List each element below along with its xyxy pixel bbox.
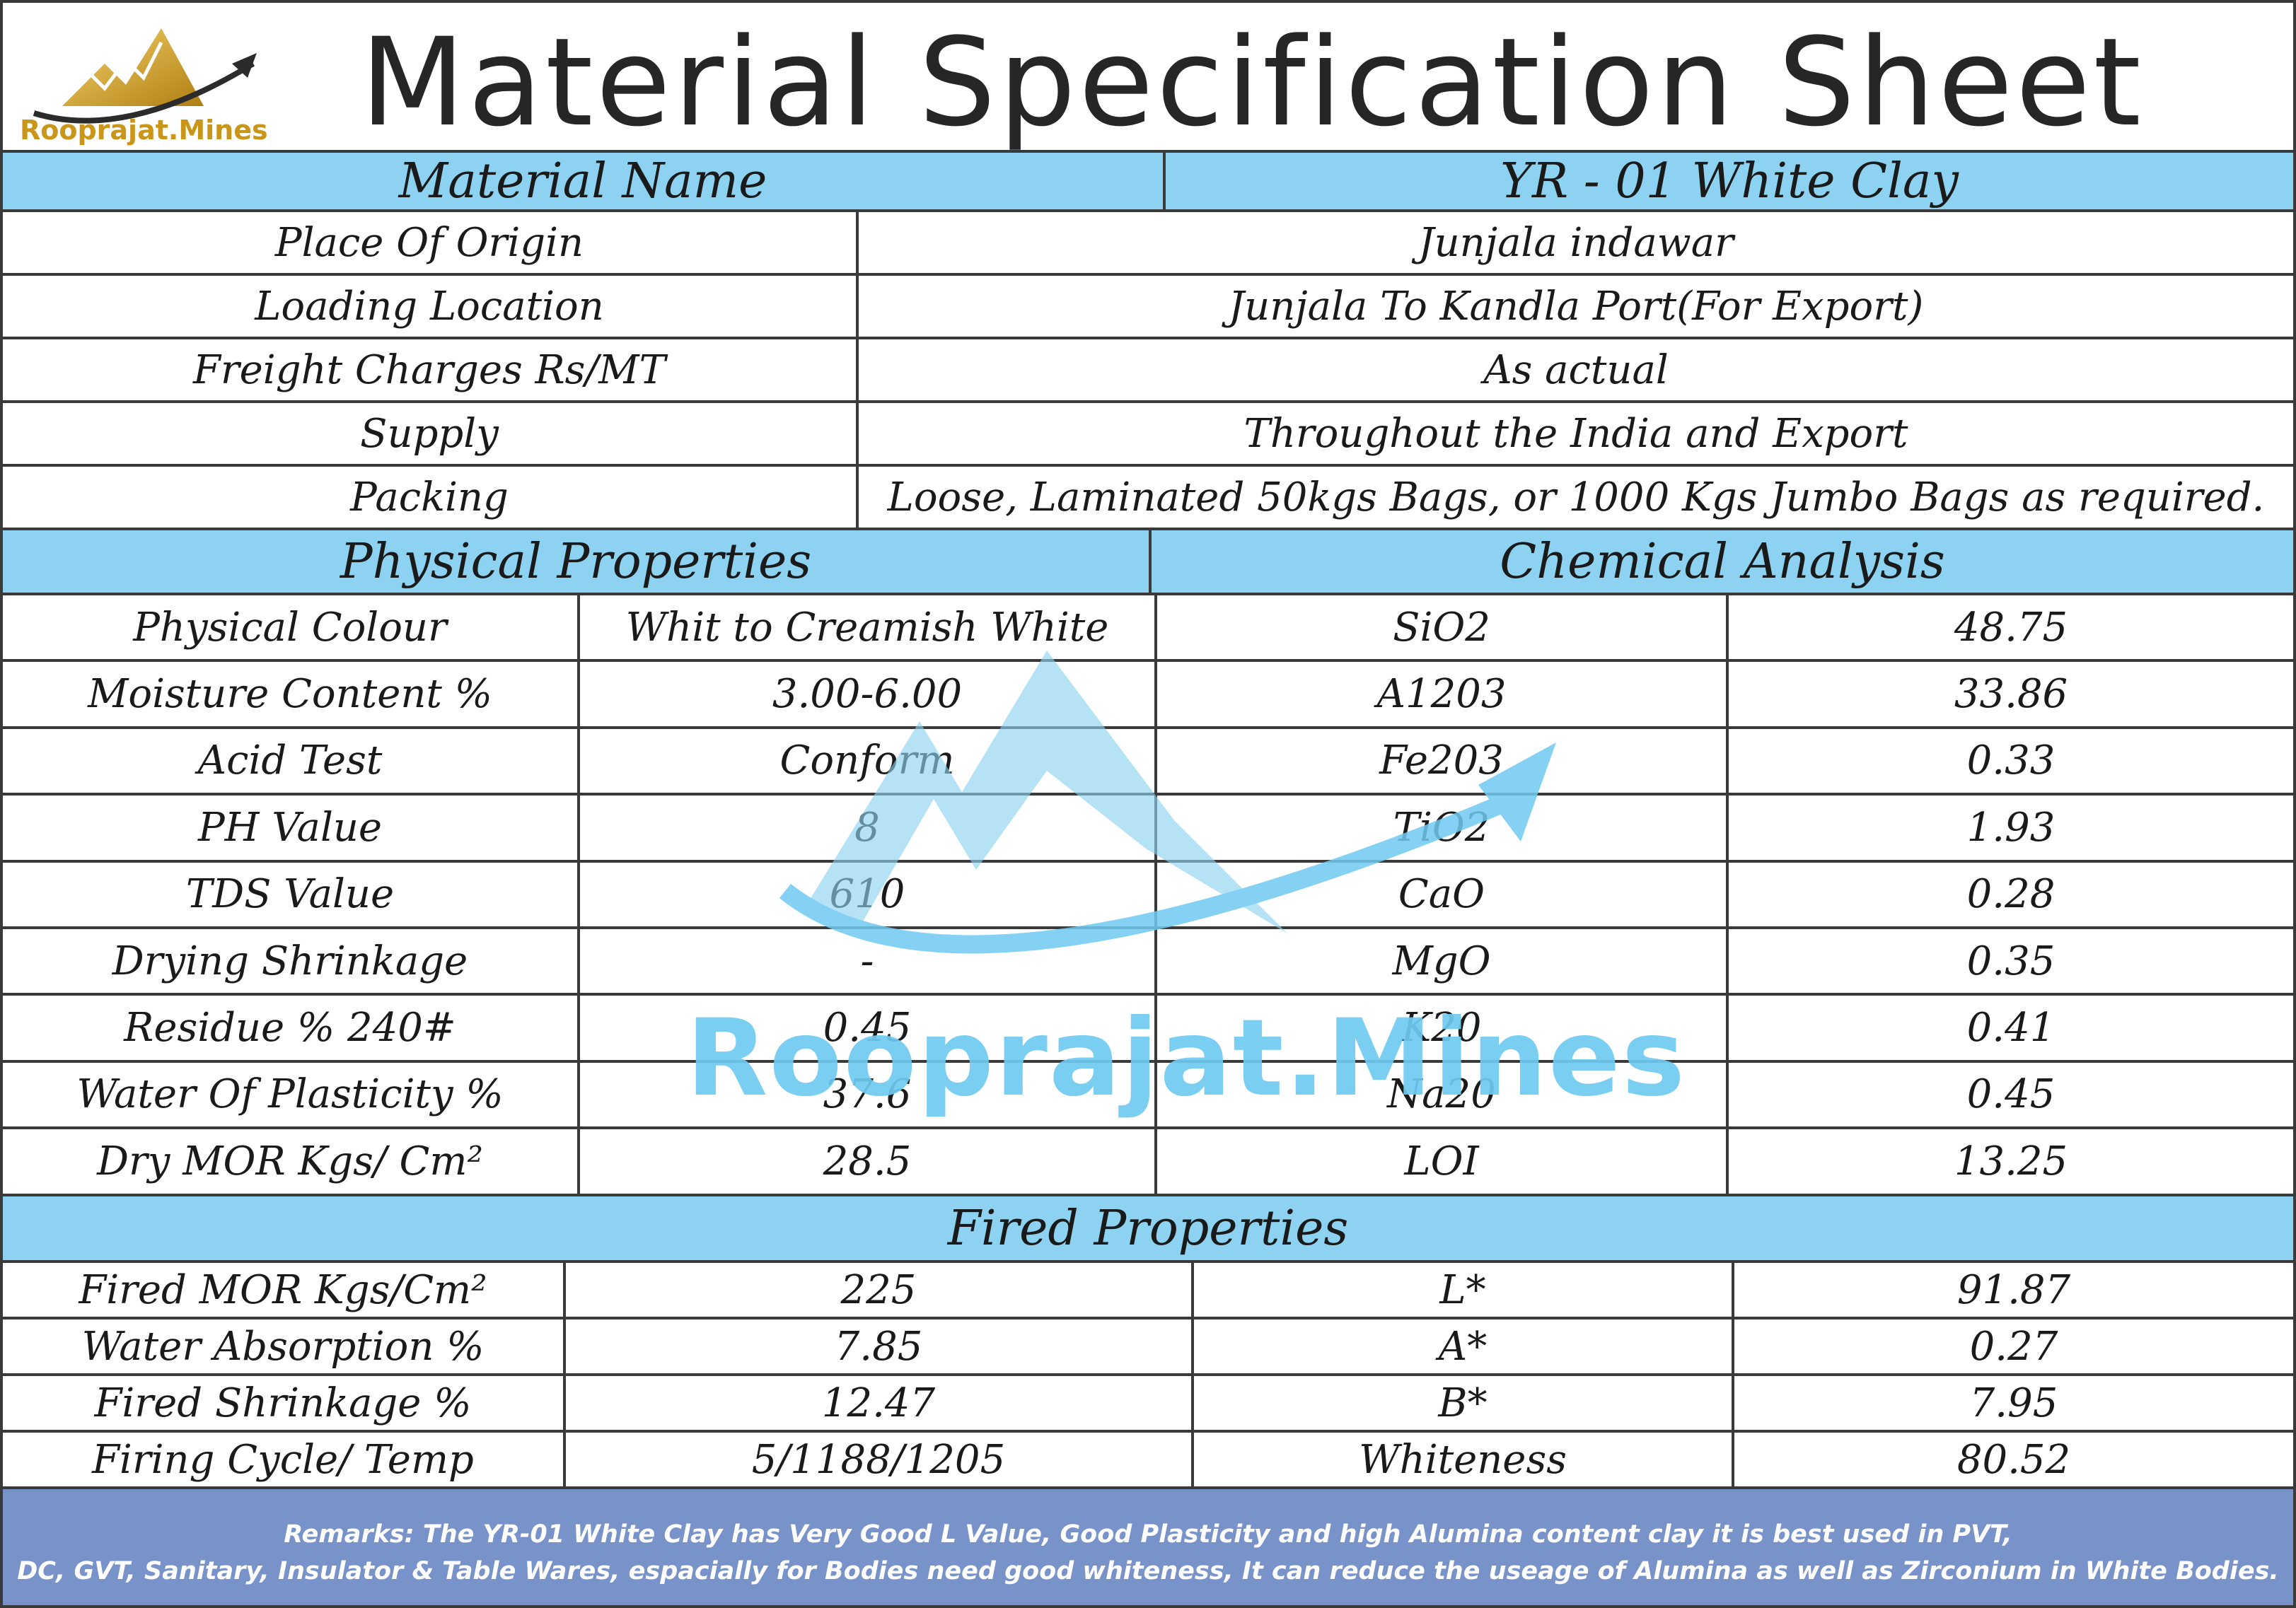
physical-properties-heading: Physical Properties: [340, 533, 812, 590]
chemical-compound-label: TiO2: [1154, 796, 1726, 860]
mountain-logo-icon: [33, 28, 257, 124]
fired-property-label: Firing Cycle/ Temp: [92, 1436, 474, 1483]
fired-property-value: 5/1188/1205: [563, 1433, 1191, 1486]
physical-property-label: Moisture Content %: [88, 671, 492, 718]
chemical-compound-value: 33.86: [1726, 662, 2293, 726]
physical-property-value: 37.6: [577, 1062, 1154, 1127]
info-value: Junjala To Kandla Port(For Export): [856, 276, 2293, 337]
chemical-compound-label: MgO: [1154, 929, 1726, 994]
chemical-compound-value: 1.93: [1726, 796, 2293, 860]
info-label: Supply: [360, 410, 499, 457]
fired-property-label: Fired MOR Kgs/Cm²: [79, 1266, 487, 1313]
chemical-compound-value: 0.45: [1726, 1062, 2293, 1127]
fired-property-label: Water Absorption %: [81, 1323, 485, 1370]
fired-color-value: 80.52: [1732, 1433, 2293, 1486]
chemical-compound-label: SiO2: [1154, 595, 1726, 660]
info-label: Packing: [350, 474, 509, 520]
info-value: Throughout the India and Export: [856, 403, 2293, 464]
remarks-line-1: Remarks: The YR-01 White Clay has Very G…: [284, 1520, 2012, 1549]
chemical-compound-label: A1203: [1154, 662, 1726, 726]
chemical-compound-value: 48.75: [1726, 595, 2293, 660]
fired-property-value: 7.85: [563, 1319, 1191, 1373]
info-row: Place Of Origin Junjala indawar: [3, 212, 2293, 276]
chemical-compound-value: 0.41: [1726, 996, 2293, 1060]
physical-property-label: Drying Shrinkage: [112, 938, 468, 984]
fired-color-label: A*: [1191, 1319, 1732, 1373]
logo-text: Rooprajat.Mines: [20, 115, 268, 146]
physical-property-label: PH Value: [197, 804, 383, 851]
property-row: Water Of Plasticity % 37.6 Na20 0.45: [3, 1062, 2293, 1130]
physical-property-value: 8: [577, 796, 1154, 860]
physical-property-label: Water Of Plasticity %: [76, 1071, 504, 1118]
property-row: Dry MOR Kgs/ Cm² 28.5 LOI 13.25: [3, 1129, 2293, 1196]
property-row: Acid Test Conform Fe203 0.33: [3, 728, 2293, 796]
remarks-line-2: DC, GVT, Sanitary, Insulator & Table War…: [17, 1557, 2279, 1585]
fired-color-label: Whiteness: [1191, 1433, 1732, 1486]
chemical-compound-value: 0.33: [1726, 728, 2293, 793]
property-row: Residue % 240# 0.45 K20 0.41: [3, 996, 2293, 1063]
fired-color-label: B*: [1191, 1376, 1732, 1430]
chemical-compound-label: Fe203: [1154, 728, 1726, 793]
info-row: Packing Loose, Laminated 50kgs Bags, or 1…: [3, 467, 2293, 530]
property-row: PH Value 8 TiO2 1.93: [3, 796, 2293, 863]
chemical-compound-value: 13.25: [1726, 1129, 2293, 1194]
physical-property-label: Residue % 240#: [124, 1005, 456, 1051]
remarks-box: Remarks: The YR-01 White Clay has Very G…: [3, 1489, 2293, 1605]
property-row: Moisture Content % 3.00-6.00 A1203 33.86: [3, 662, 2293, 729]
physical-property-value: 28.5: [577, 1129, 1154, 1194]
physical-property-value: Whit to Creamish White: [577, 595, 1154, 660]
chemical-compound-label: K20: [1154, 996, 1726, 1060]
chemical-compound-label: Na20: [1154, 1062, 1726, 1127]
physical-property-value: Conform: [577, 728, 1154, 793]
fired-row: Fired Shrinkage % 12.47 B* 7.95: [3, 1376, 2293, 1433]
physical-property-label: TDS Value: [185, 871, 395, 918]
physical-property-value: -: [577, 929, 1154, 994]
fired-properties-header: Fired Properties: [3, 1196, 2293, 1263]
physical-property-label: Physical Colour: [133, 604, 447, 651]
chemical-compound-label: LOI: [1154, 1129, 1726, 1194]
physical-property-value: 610: [577, 862, 1154, 926]
material-name-value: YR - 01 White Clay: [1163, 153, 2293, 209]
fired-property-value: 12.47: [563, 1376, 1191, 1430]
info-value: As actual: [856, 339, 2293, 400]
info-row: Freight Charges Rs/MT As actual: [3, 339, 2293, 403]
chemical-compound-label: CaO: [1154, 862, 1726, 926]
material-name-label: Material Name: [398, 153, 767, 209]
material-name-row: Material Name YR - 01 White Clay: [3, 150, 2293, 212]
fired-color-value: 7.95: [1732, 1376, 2293, 1430]
physical-chemical-header: Physical Properties Chemical Analysis: [3, 530, 2293, 595]
physical-property-label: Acid Test: [197, 738, 383, 784]
fired-color-value: 0.27: [1732, 1319, 2293, 1373]
info-value: Junjala indawar: [856, 212, 2293, 273]
fired-color-label: L*: [1191, 1263, 1732, 1317]
chemical-analysis-heading: Chemical Analysis: [1149, 530, 2293, 593]
info-label: Freight Charges Rs/MT: [193, 346, 666, 393]
info-label: Loading Location: [255, 283, 604, 330]
property-row: Drying Shrinkage - MgO 0.35: [3, 929, 2293, 996]
physical-property-value: 3.00-6.00: [577, 662, 1154, 726]
property-row: Physical Colour Whit to Creamish White SiO…: [3, 595, 2293, 663]
physical-property-label: Dry MOR Kgs/ Cm²: [97, 1138, 483, 1184]
property-row: TDS Value 610 CaO 0.28: [3, 862, 2293, 929]
fired-color-value: 91.87: [1732, 1263, 2293, 1317]
fired-property-label: Fired Shrinkage %: [94, 1380, 472, 1426]
fired-row: Firing Cycle/ Temp 5/1188/1205 Whiteness 80…: [3, 1433, 2293, 1489]
info-row: Loading Location Junjala To Kandla Port(F…: [3, 276, 2293, 339]
info-value: Loose, Laminated 50kgs Bags, or 1000 Kgs…: [856, 467, 2293, 528]
physical-property-value: 0.45: [577, 996, 1154, 1060]
info-row: Supply Throughout the India and Export: [3, 403, 2293, 467]
chemical-compound-value: 0.35: [1726, 929, 2293, 994]
fired-properties-heading: Fired Properties: [947, 1200, 1349, 1257]
page-title: Material Specification Sheet: [360, 11, 2144, 153]
fired-row: Water Absorption % 7.85 A* 0.27: [3, 1319, 2293, 1376]
fired-row: Fired MOR Kgs/Cm² 225 L* 91.87: [3, 1263, 2293, 1319]
fired-property-value: 225: [563, 1263, 1191, 1317]
chemical-compound-value: 0.28: [1726, 862, 2293, 926]
info-label: Place Of Origin: [274, 219, 584, 266]
